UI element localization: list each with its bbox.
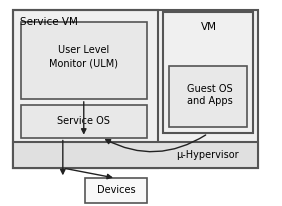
Text: μ-Hypervisor: μ-Hypervisor [176,150,239,160]
FancyBboxPatch shape [85,178,147,202]
FancyBboxPatch shape [169,66,247,127]
Text: Monitor (ULM): Monitor (ULM) [49,58,118,68]
FancyBboxPatch shape [13,9,258,168]
FancyBboxPatch shape [21,22,147,99]
FancyBboxPatch shape [163,12,253,133]
Text: User Level: User Level [58,45,109,55]
Text: Service OS: Service OS [57,116,110,126]
Text: VM: VM [201,22,217,32]
Text: Service VM: Service VM [19,17,78,27]
FancyBboxPatch shape [13,142,258,168]
Text: Devices: Devices [96,185,135,195]
Text: Guest OS: Guest OS [187,84,232,94]
FancyBboxPatch shape [21,105,147,138]
Text: and Apps: and Apps [186,96,232,106]
